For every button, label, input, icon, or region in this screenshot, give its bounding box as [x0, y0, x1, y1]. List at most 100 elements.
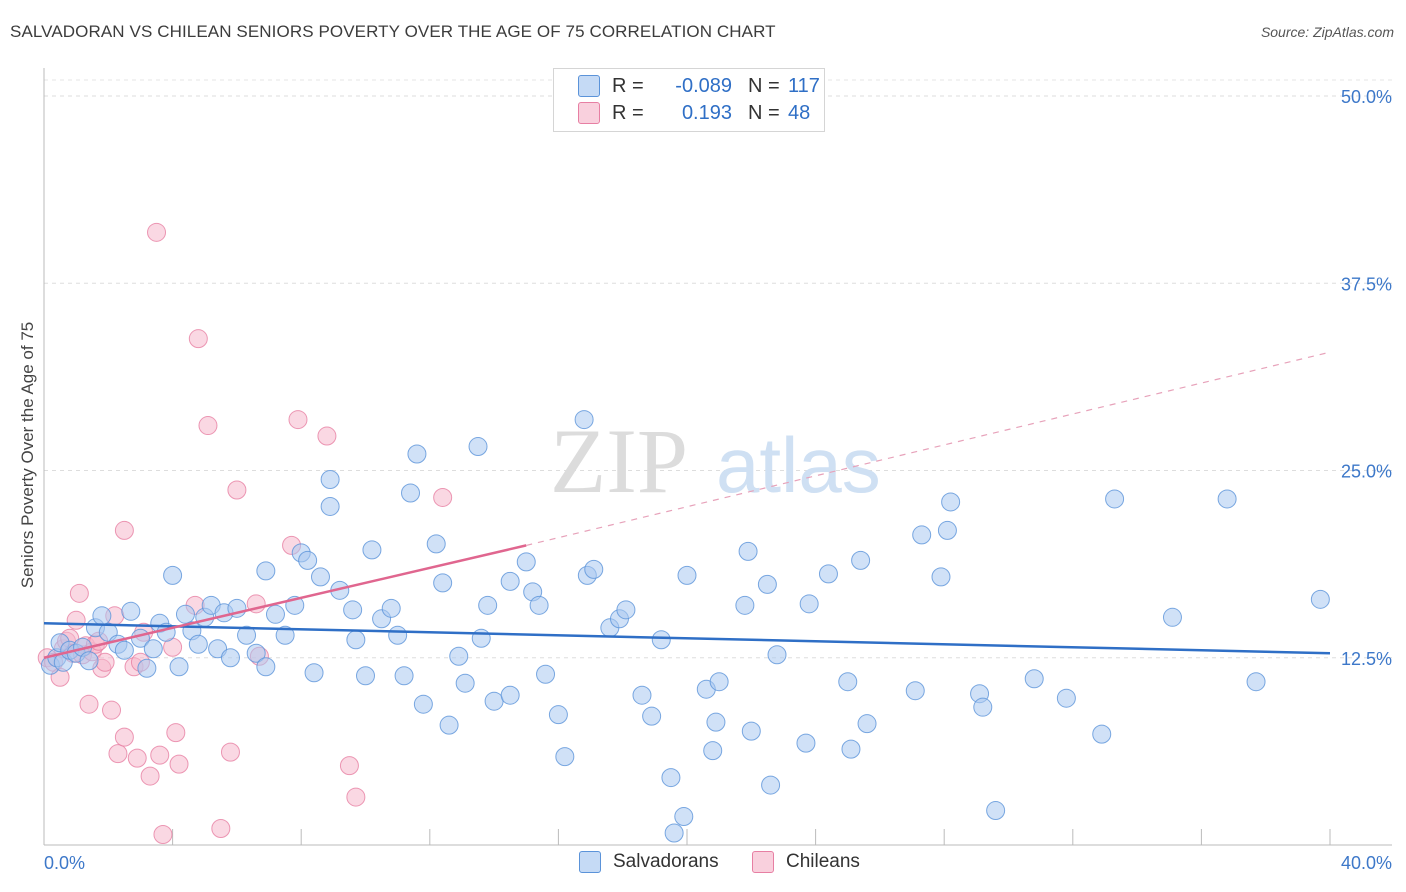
data-point-salvadorans [761, 775, 781, 795]
data-point-salvadorans [912, 525, 932, 545]
data-point-salvadorans [320, 469, 340, 489]
data-point-salvadorans [548, 705, 568, 725]
data-point-salvadorans [175, 604, 195, 624]
data-point-salvadorans [471, 628, 491, 648]
data-point-salvadorans [851, 550, 871, 570]
data-point-chileans [147, 222, 167, 242]
data-point-salvadorans [256, 561, 276, 581]
data-point-chileans [288, 410, 308, 430]
data-point-chileans [114, 727, 134, 747]
data-point-chileans [102, 700, 122, 720]
x-tick-label: 40.0% [1341, 853, 1392, 873]
legend-swatch-chileans [752, 851, 774, 873]
trend-lines [43, 351, 1331, 659]
data-point-chileans [114, 520, 134, 540]
data-point-salvadorans [121, 601, 141, 621]
data-point-salvadorans [796, 733, 816, 753]
legend-item-salvadorans: Salvadorans [579, 851, 719, 873]
data-point-salvadorans [439, 715, 459, 735]
data-point-salvadorans [137, 658, 157, 678]
data-point-salvadorans [220, 648, 240, 668]
watermark-atlas: atlas [716, 421, 881, 509]
data-point-salvadorans [841, 739, 861, 759]
y-tick-label: 50.0% [1341, 87, 1392, 107]
data-point-salvadorans [661, 768, 681, 788]
data-point-salvadorans [1162, 607, 1182, 627]
data-point-chileans [108, 744, 128, 764]
data-point-salvadorans [905, 681, 925, 701]
y-tick-label: 25.0% [1341, 462, 1392, 482]
trend-line-chileans [43, 544, 527, 659]
data-point-chileans [79, 694, 99, 714]
data-point-salvadorans [468, 437, 488, 457]
r-value-salvadorans: -0.089 [675, 74, 732, 97]
data-point-chileans [220, 742, 240, 762]
data-point-salvadorans [237, 625, 257, 645]
r-value-chileans: 0.193 [681, 101, 732, 124]
data-point-salvadorans [92, 606, 112, 626]
data-point-salvadorans [1092, 724, 1112, 744]
legend-row-chileans: R = 0.193 N = 48 [578, 100, 828, 126]
data-point-salvadorans [362, 540, 382, 560]
data-point-salvadorans [275, 625, 295, 645]
data-point-salvadorans [941, 492, 961, 512]
n-label: N = [748, 74, 780, 97]
data-point-salvadorans [616, 600, 636, 620]
legend-swatch-salvadorans [578, 75, 600, 97]
r-label: R = [612, 74, 644, 97]
data-point-salvadorans [767, 645, 787, 665]
data-point-chileans [227, 480, 247, 500]
data-point-chileans [166, 723, 186, 743]
legend-row-salvadorans: R = -0.089 N = 117 [578, 73, 828, 99]
data-points [37, 222, 1330, 845]
legend-item-chileans: Chileans [752, 851, 860, 873]
data-point-salvadorans [574, 410, 594, 430]
data-point-salvadorans [413, 694, 433, 714]
data-point-salvadorans [937, 520, 957, 540]
legend-swatch-salvadorans [579, 851, 601, 873]
data-point-salvadorans [973, 697, 993, 717]
trend-line-salvadorans [43, 622, 1331, 655]
data-point-salvadorans [738, 541, 758, 561]
data-point-salvadorans [584, 559, 604, 579]
data-point-salvadorans [356, 666, 375, 686]
data-point-chileans [346, 787, 366, 807]
data-point-salvadorans [114, 640, 134, 660]
data-point-salvadorans [674, 807, 694, 827]
data-point-salvadorans [555, 747, 575, 767]
data-point-salvadorans [500, 685, 520, 705]
data-point-salvadorans [516, 552, 536, 572]
data-point-salvadorans [79, 651, 99, 671]
data-point-salvadorans [741, 721, 761, 741]
data-point-salvadorans [169, 657, 189, 677]
data-point-salvadorans [536, 664, 556, 684]
data-point-chileans [153, 825, 173, 845]
data-point-salvadorans [642, 706, 662, 726]
data-point-chileans [140, 766, 160, 786]
data-point-salvadorans [931, 567, 951, 587]
data-point-chileans [198, 416, 218, 436]
data-point-chileans [188, 329, 208, 349]
data-point-salvadorans [304, 663, 324, 683]
trend-line-extension-chileans [526, 351, 1331, 546]
data-point-chileans [169, 754, 189, 774]
data-point-chileans [66, 610, 86, 630]
data-point-salvadorans [1024, 669, 1044, 689]
data-point-salvadorans [394, 666, 414, 686]
y-tick-label: 12.5% [1341, 649, 1392, 669]
data-point-salvadorans [1056, 688, 1076, 708]
data-point-salvadorans [703, 741, 723, 761]
data-point-salvadorans [857, 714, 877, 734]
data-point-salvadorans [246, 643, 266, 663]
data-point-salvadorans [706, 712, 726, 732]
chart-title: SALVADORAN VS CHILEAN SENIORS POVERTY OV… [10, 22, 776, 41]
gridlines [44, 79, 1392, 659]
data-point-salvadorans [343, 600, 363, 620]
r-label: R = [612, 101, 644, 124]
legend-swatch-chileans [578, 102, 600, 124]
data-point-salvadorans [1310, 589, 1330, 609]
data-point-salvadorans [818, 564, 838, 584]
data-point-salvadorans [401, 483, 421, 503]
data-point-chileans [339, 756, 359, 776]
